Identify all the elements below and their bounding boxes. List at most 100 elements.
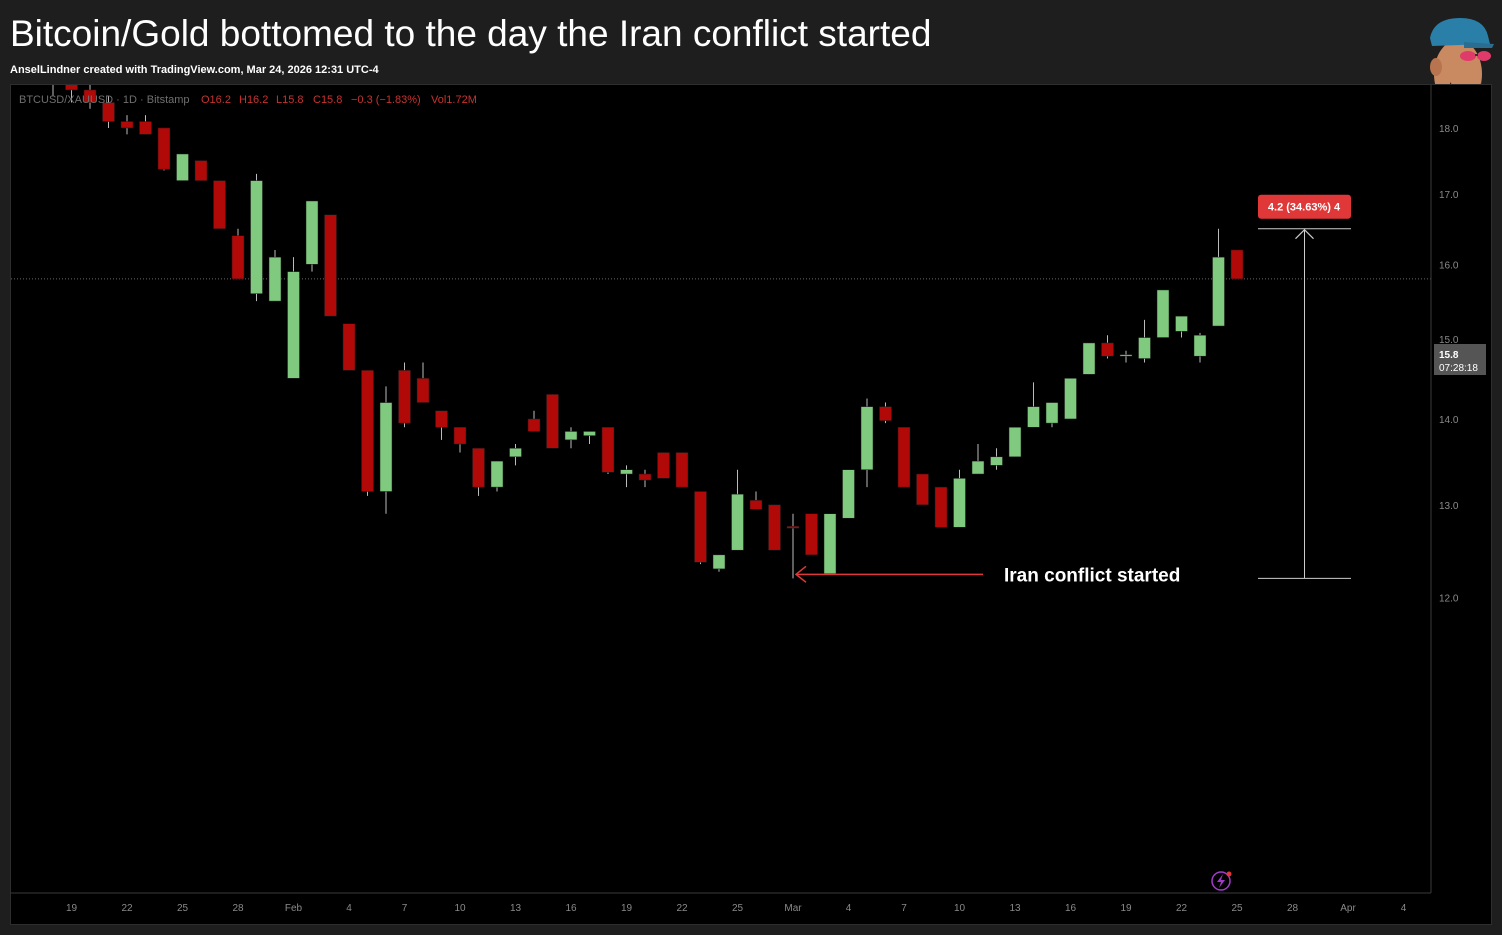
candle-body — [805, 513, 818, 556]
time-tick-label: 13 — [510, 903, 522, 914]
candle — [509, 444, 522, 466]
candle-body — [1230, 249, 1244, 280]
candle — [52, 85, 54, 97]
candle-body — [176, 153, 189, 181]
candle — [1212, 228, 1225, 327]
chart-header: Bitcoin/Gold bottomed to the day the Ira… — [0, 0, 1502, 84]
candle — [768, 504, 781, 551]
time-tick-label: 4 — [1401, 903, 1407, 914]
candle — [324, 214, 337, 317]
price-axis[interactable]: 12.0 13.0 14.0 15.0 16.0 17.0 18.0 — [1439, 124, 1459, 605]
price-tick-label: 18.0 — [1439, 124, 1459, 135]
candle — [1175, 315, 1188, 338]
candle — [731, 469, 744, 551]
candle-body — [546, 394, 559, 449]
candle — [971, 444, 985, 475]
time-tick-label: Apr — [1340, 903, 1356, 914]
candle-body — [731, 493, 744, 551]
candle-body — [398, 370, 411, 424]
candle-body — [435, 410, 448, 428]
annotation-arrow-head — [794, 565, 807, 583]
time-tick-label: 25 — [732, 903, 744, 914]
candle — [472, 448, 485, 496]
candle — [805, 513, 818, 556]
candle-body — [934, 486, 948, 528]
candle — [990, 448, 1003, 470]
chart-credit: AnselLindner created with TradingView.co… — [10, 64, 379, 76]
candle-body — [1212, 256, 1225, 327]
candlestick-chart[interactable]: 4.2 (34.63%) 4 Iran conflict started 12.… — [11, 85, 1491, 924]
price-tick-label: 17.0 — [1439, 190, 1459, 201]
candle-body — [231, 235, 245, 280]
price-tick-label: 12.0 — [1439, 593, 1459, 604]
candle — [601, 427, 615, 475]
time-tick-label: 28 — [232, 903, 244, 914]
time-tick-label: 7 — [901, 903, 907, 914]
candle-body — [564, 431, 578, 441]
time-tick-label: 10 — [954, 903, 966, 914]
candle — [1138, 319, 1151, 363]
candle-body — [157, 127, 171, 170]
time-tick-label: 19 — [621, 903, 633, 914]
candle-body — [1101, 342, 1114, 357]
candle-body — [583, 431, 596, 436]
candle — [1045, 402, 1059, 428]
time-tick-label: 10 — [454, 903, 466, 914]
candle — [934, 486, 948, 528]
time-tick-label: 4 — [346, 903, 352, 914]
time-axis[interactable]: 19 22 25 28 Feb 4 7 10 13 16 19 22 25 Mar 4 7 10 13 16 19 22… — [66, 903, 1407, 914]
candle-body — [1064, 378, 1077, 420]
candle — [1119, 350, 1133, 363]
legend-close: C15.8 — [313, 94, 342, 106]
time-tick-label: 19 — [1120, 903, 1132, 914]
candle-body — [842, 469, 855, 519]
candle-body — [1082, 342, 1096, 375]
symbol-legend[interactable]: BTCUSD/XAUUSD · 1D · Bitstamp O16.2 H16.… — [19, 94, 477, 106]
candle — [176, 153, 189, 181]
candle — [527, 410, 541, 432]
candle — [268, 249, 282, 302]
legend-low: L15.8 — [276, 94, 304, 106]
legend-high: H16.2 — [239, 94, 268, 106]
time-tick-label: 4 — [846, 903, 852, 914]
candles — [52, 85, 1244, 579]
candle — [120, 115, 134, 135]
candle — [194, 160, 208, 181]
candle-body — [971, 460, 985, 475]
candle-body — [361, 370, 374, 492]
candle-body — [250, 180, 263, 294]
candle — [379, 386, 393, 514]
candle-body — [768, 504, 781, 551]
candle-body — [305, 200, 319, 265]
candle — [897, 427, 911, 488]
candle — [157, 127, 171, 171]
time-tick-label: 22 — [121, 903, 133, 914]
last-price-value: 15.8 — [1439, 350, 1459, 361]
candle-body — [916, 473, 929, 506]
price-tick-label: 13.0 — [1439, 501, 1459, 512]
candle-body — [287, 271, 300, 379]
time-tick-label: 7 — [402, 903, 408, 914]
time-tick-label: 25 — [177, 903, 189, 914]
candle — [675, 452, 689, 488]
candle-body — [860, 406, 874, 470]
candle — [1101, 335, 1114, 359]
candle-body — [194, 160, 208, 181]
price-range-measure[interactable]: 4.2 (34.63%) 4 — [1258, 194, 1351, 579]
time-tick-label: 16 — [565, 903, 577, 914]
candle-body — [879, 406, 892, 421]
time-tick-label: Feb — [285, 903, 303, 914]
candle — [712, 554, 726, 572]
chart-panel[interactable]: 4.2 (34.63%) 4 Iran conflict started 12.… — [10, 84, 1492, 925]
candle — [231, 228, 245, 280]
lightning-icon[interactable] — [1211, 871, 1232, 891]
candle-body — [601, 427, 615, 473]
time-tick-label: 22 — [1176, 903, 1188, 914]
candle — [749, 491, 763, 510]
candle-body — [416, 378, 430, 403]
legend-change: −0.3 (−1.83%) — [351, 94, 421, 106]
candle — [694, 491, 707, 565]
candle — [65, 85, 78, 103]
candle — [1064, 378, 1077, 420]
candle — [786, 513, 800, 579]
